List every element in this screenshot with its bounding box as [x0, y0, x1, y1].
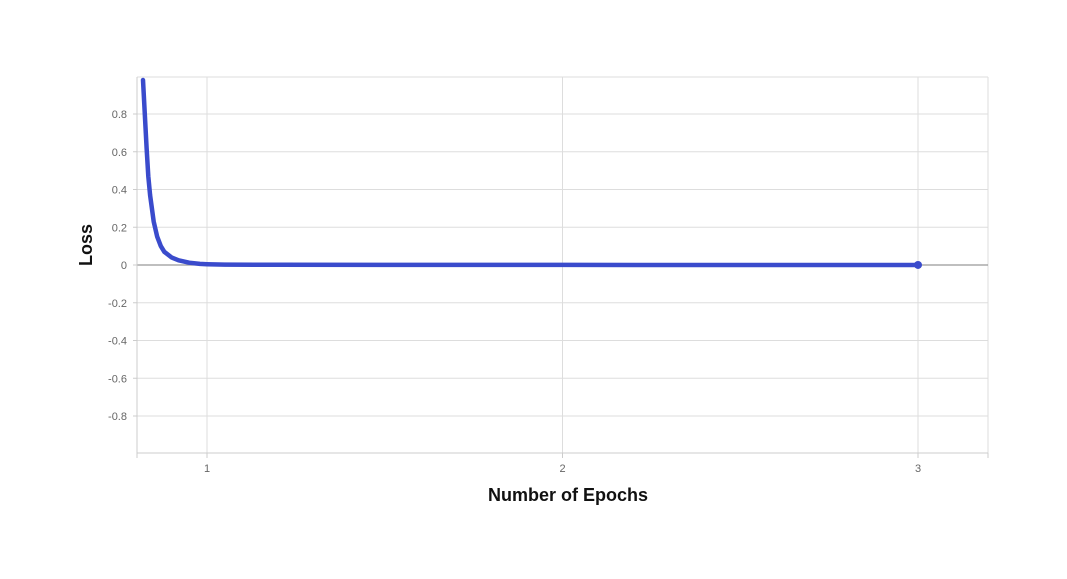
y-tick-label: -0.2 [108, 298, 127, 310]
y-axis-title: Loss [76, 224, 96, 266]
y-tick-label: -0.4 [108, 336, 127, 348]
x-tick-label: 1 [204, 463, 210, 475]
y-tick-label: 0 [121, 260, 127, 272]
x-tick-labels: 1 2 3 [204, 463, 921, 475]
y-tick-labels: 0.8 0.6 0.4 0.2 0 -0.2 -0.4 -0.6 -0.8 [108, 109, 127, 423]
y-tick-label: 0.8 [112, 109, 127, 121]
y-tick-label: 0.4 [112, 185, 127, 197]
series-layer [140, 77, 922, 269]
y-tick-label: -0.8 [108, 411, 127, 423]
series-end-point [914, 260, 922, 269]
y-tick-label: -0.6 [108, 373, 127, 385]
x-tick-label: 3 [915, 463, 921, 475]
x-tick-label: 2 [559, 463, 565, 475]
y-tick-label: 0.6 [112, 147, 127, 159]
axes [133, 77, 989, 458]
loss-series-line [140, 77, 921, 268]
x-axis-title: Number of Epochs [488, 485, 648, 505]
y-tick-label: 0.2 [112, 222, 127, 234]
